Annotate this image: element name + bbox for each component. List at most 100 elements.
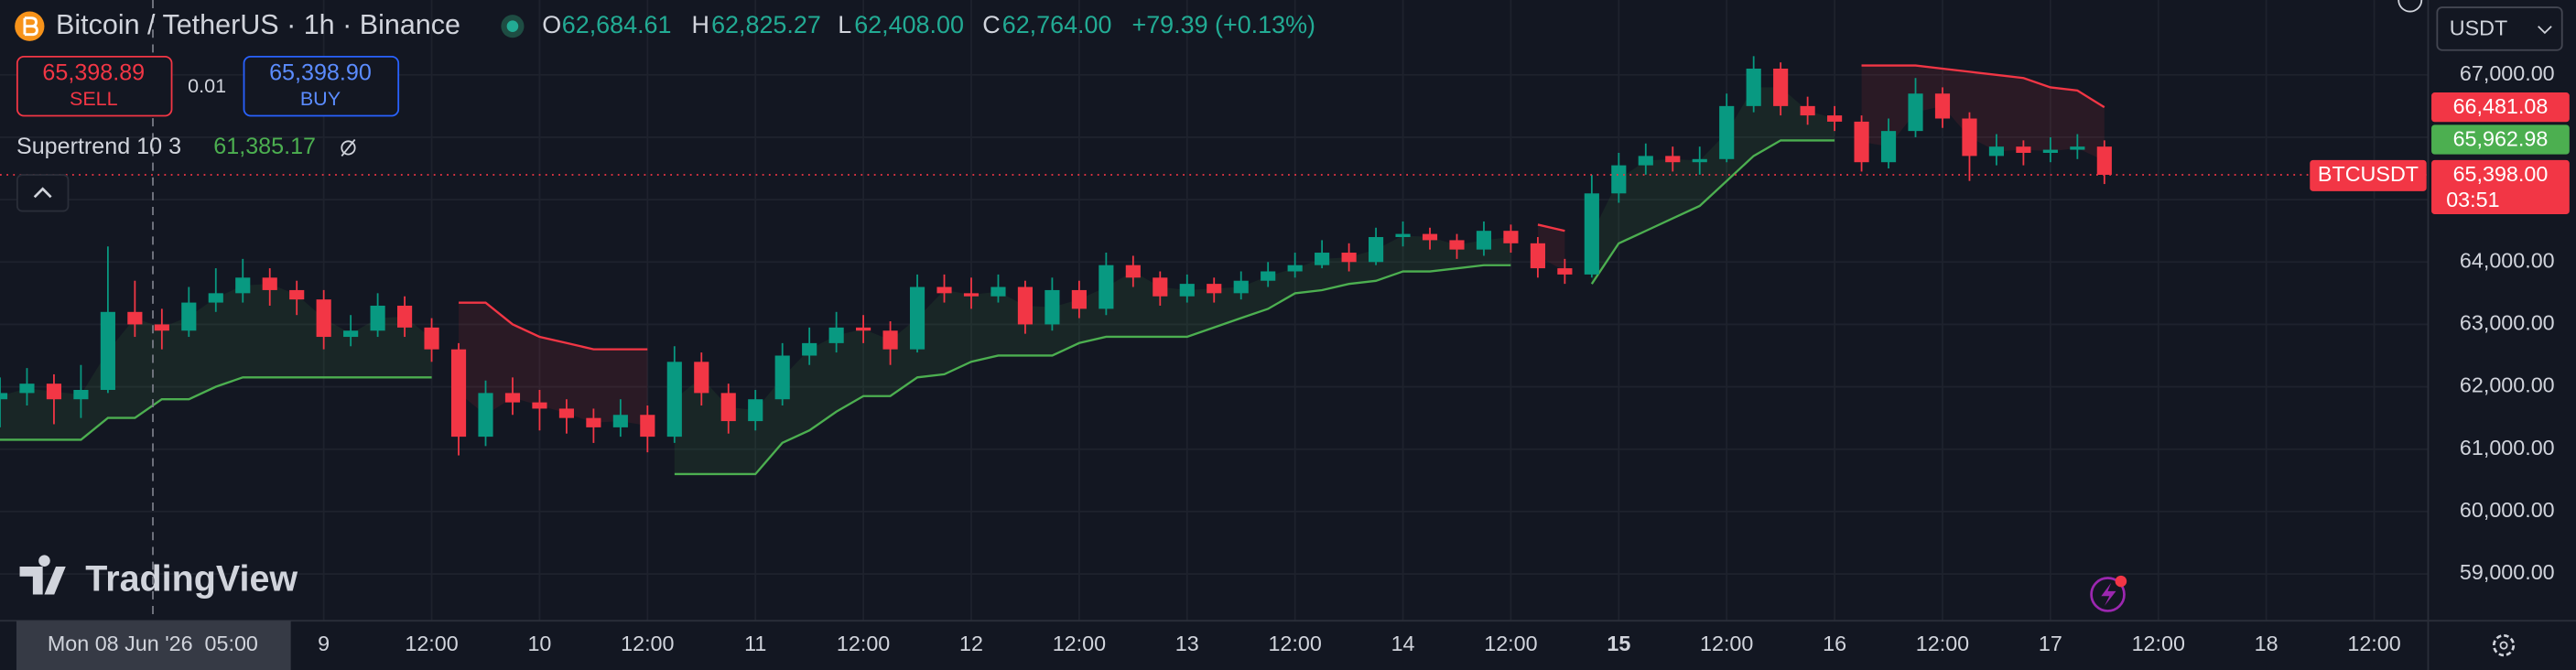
candle-body [828,327,844,343]
sell-button[interactable] [16,55,173,117]
y-tick-label: 67,000.00 [2460,61,2555,85]
buy-button[interactable] [243,55,400,117]
candle-body [1261,271,1276,281]
ohlc-value: 62,408.00 [854,11,964,38]
supertrend-line [459,64,2105,351]
x-tick-label: 12:00 [837,632,890,655]
settings-icon [2499,641,2508,650]
y-tick-label: 62,000.00 [2460,373,2555,397]
x-tick-label: 12:00 [2132,632,2185,655]
candle-body [612,415,628,427]
candle-body [1800,105,1815,116]
crosshair-label: Mon 08 Jun '26 05:00 [48,632,258,655]
candle-body [1233,280,1249,294]
candle-body [1934,93,1951,119]
candle-body [1207,284,1222,294]
candle-body [1908,93,1923,132]
y-tick-label: 60,000.00 [2460,498,2555,522]
candle-body [2016,146,2031,153]
candle-body [640,415,655,438]
candle-body [1099,265,1114,309]
x-tick-label: 15 [1607,632,1630,655]
x-tick-label: 17 [2039,632,2062,655]
sell-label: SELL [70,88,118,110]
x-tick-label: 10 [527,632,551,655]
ohlc-key: O [542,11,561,38]
coin-icon [23,16,38,37]
quantity[interactable]: 0.01 [188,75,226,97]
candle-body [0,393,8,400]
x-tick-label: 9 [318,632,330,655]
candle-body [370,305,385,331]
candle-body [936,286,952,294]
price-label: 65,398.00 [2453,162,2549,186]
info-icon[interactable] [2397,0,2423,13]
x-tick-label: 18 [2255,632,2278,655]
settings-icon[interactable] [2492,633,2516,657]
candle-body [1368,237,1384,263]
candle-body [46,384,62,400]
hide-icon[interactable] [341,140,356,156]
candle-body [1476,231,1492,250]
currency: USDT [2450,16,2507,39]
candle-body [1449,240,1465,250]
candle-body [397,305,413,328]
candle-body [1503,231,1519,243]
status-dot [506,20,519,32]
candle-body [2042,149,2058,153]
overlay: Mon 08 Jun '26 05:00 66,481.08 65,962.98 65… [16,92,2570,670]
candle-body [1422,233,1438,241]
candle-body [181,302,197,331]
candle-body [1287,265,1303,272]
candle-body [1854,121,1869,163]
x-tick-label: 12:00 [1268,632,1321,655]
alert-icon[interactable] [2090,577,2126,612]
candle-body [343,330,359,338]
ohlc-key: C [982,11,1000,38]
ohlc-value: 62,764.00 [1002,11,1112,38]
axes: 59,000.00 60,000.00 61,000.00 62,000.00 63,0… [318,61,2555,655]
ohlc-value: 62,825.27 [711,11,821,38]
candle-body [748,399,763,422]
chevron [33,187,52,199]
candle-body [262,277,277,290]
price-label-bg [2431,92,2570,123]
candle-body [1665,156,1681,163]
candle-body [100,311,115,390]
candle-body [1746,68,1761,106]
alert-icon [2101,582,2116,607]
symbol-title[interactable]: Bitcoin / TetherUS · 1h · Binance [56,9,460,40]
indicator-value: 61,385.17 [213,134,316,159]
candle-body [1125,265,1141,278]
chevron [2538,26,2552,35]
candle-body [1341,253,1357,263]
candle-body [1880,131,1897,163]
x-tick-label: 12:00 [2347,632,2400,655]
trend-fill [674,235,1511,475]
candle-body [1692,158,1707,163]
price-label-bg [2431,124,2570,155]
candle-body [1557,268,1573,275]
supertrend-line [0,139,1835,476]
y-tick-label: 61,000.00 [2460,436,2555,459]
candle-body [424,327,439,350]
candle-body [720,393,736,422]
ohlc-key: H [692,11,709,38]
collapse-button[interactable] [16,174,70,212]
candle-body [1611,165,1627,194]
hide-icon [341,138,356,157]
countdown: 03:51 [2446,188,2499,211]
x-tick-label: 14 [1391,632,1415,655]
candle-body [963,293,980,297]
candle-body [1719,105,1735,159]
candle-body [990,286,1006,297]
y-tick-label: 63,000.00 [2460,311,2555,335]
indicator-name[interactable]: Supertrend 10 3 [16,134,181,159]
x-tick-label: 12:00 [621,632,674,655]
currency-select[interactable] [2436,6,2563,51]
x-tick-label: 12:00 [405,632,458,655]
candle-body [1395,233,1411,238]
candle-body [478,393,493,438]
candle-body [856,327,871,331]
candle-body [504,393,521,403]
